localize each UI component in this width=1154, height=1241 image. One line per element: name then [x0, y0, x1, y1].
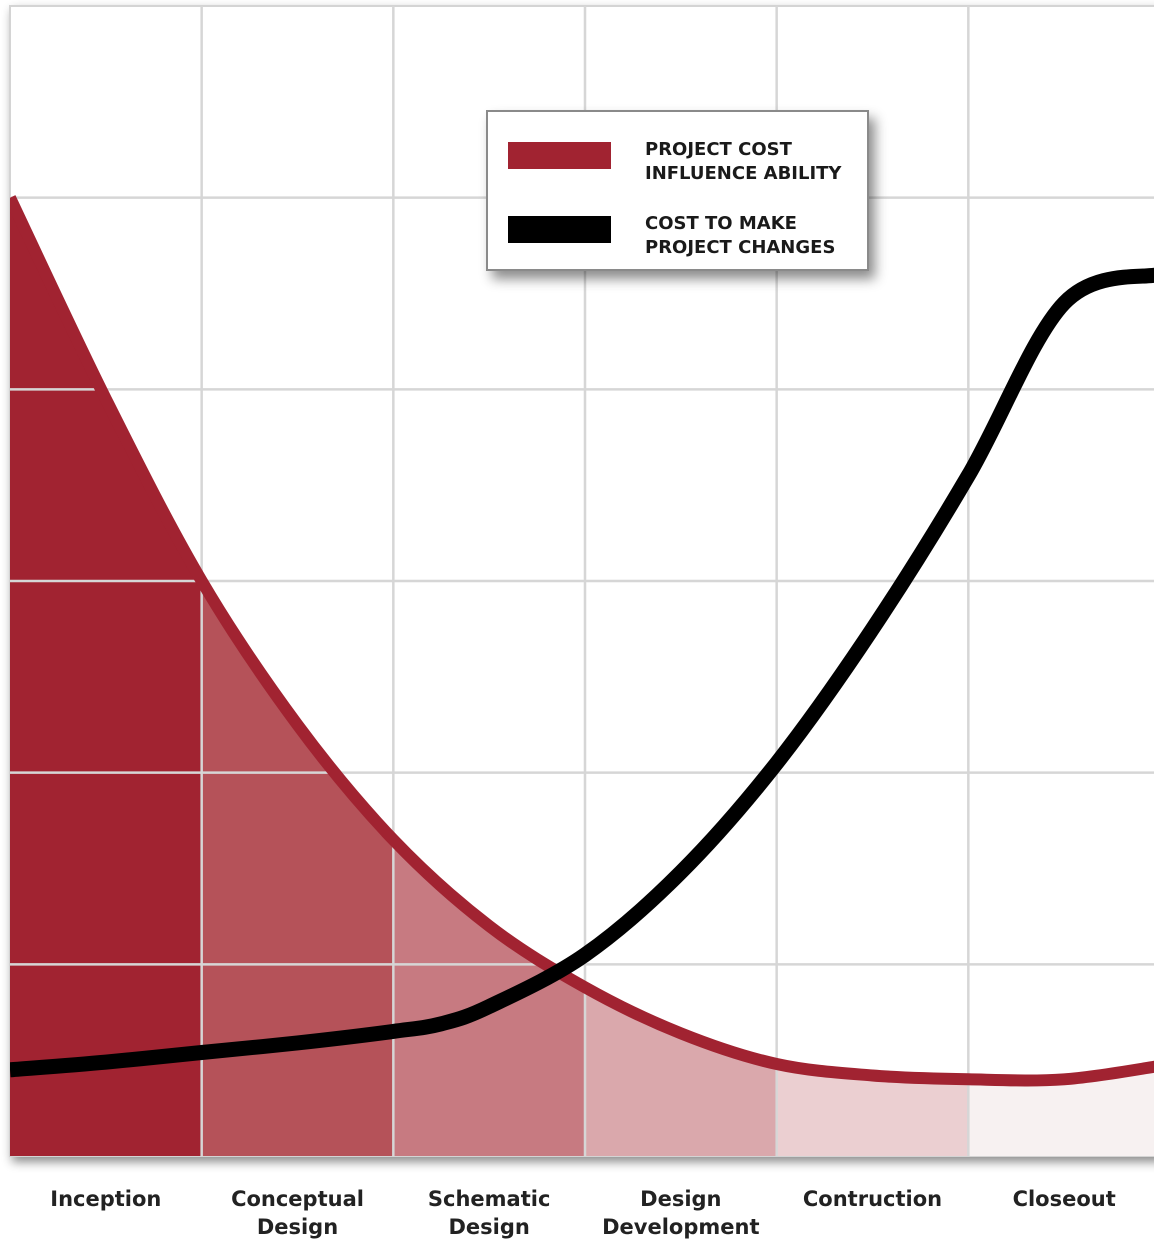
legend-label-2: COST TO MAKE PROJECT CHANGES: [645, 213, 835, 258]
category-label: Closeout: [1013, 1187, 1116, 1211]
legend-label-1: PROJECT COST INFLUENCE ABILITY: [645, 139, 842, 184]
category-label: Schematic Design: [428, 1187, 551, 1239]
category-label: Conceptual Design: [231, 1187, 364, 1239]
legend-swatch-1: [508, 142, 611, 169]
legend-box: [486, 110, 869, 271]
series-line-1: [10, 195, 1154, 1087]
category-label: Design Development: [602, 1187, 759, 1239]
legend: PROJECT COST INFLUENCE ABILITY COST TO MAK…: [486, 110, 869, 271]
category-label: Contruction: [803, 1187, 942, 1211]
series-line-2: [10, 267, 1154, 1078]
legend-swatch-2: [508, 216, 611, 243]
category-label: Inception: [50, 1187, 161, 1211]
